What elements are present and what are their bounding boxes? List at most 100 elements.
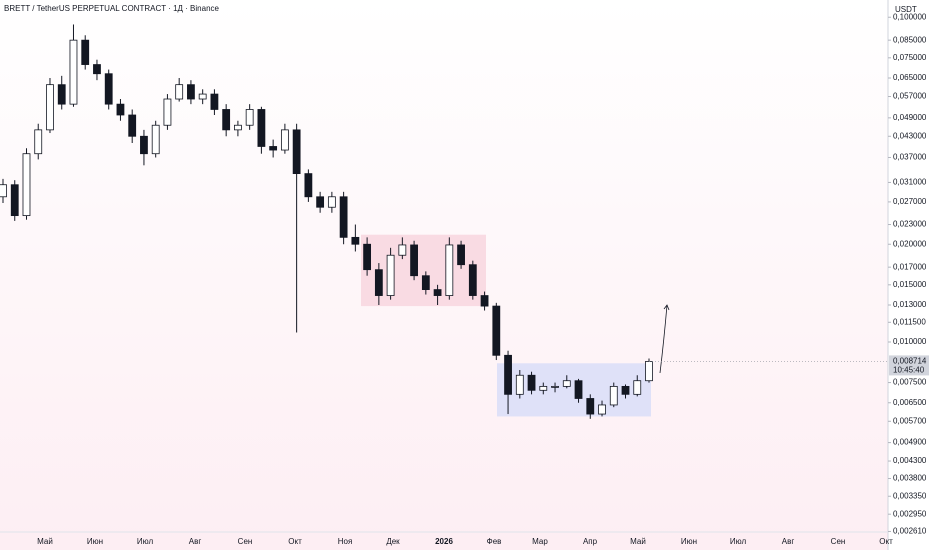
arrow	[659, 304, 668, 374]
candle-body	[93, 64, 101, 75]
candle-body	[69, 39, 78, 105]
x-tick-label: Авг	[782, 537, 795, 546]
candle-body	[351, 236, 360, 245]
x-tick-label: Дек	[386, 537, 400, 546]
y-tick-label: 0,020000	[893, 239, 927, 248]
arrow-head	[663, 304, 670, 311]
last-price-label: 0,008714	[893, 357, 927, 366]
candle-body	[527, 374, 536, 391]
candle-body	[421, 275, 430, 290]
y-tick-label: 0,043000	[893, 131, 927, 140]
candle-body	[245, 109, 254, 126]
x-tick-label: Сен	[831, 537, 846, 546]
candle-body	[210, 93, 219, 110]
candle-body	[468, 264, 477, 296]
y-tick-label: 0,023000	[893, 220, 927, 229]
y-tick-label: 0,010000	[893, 337, 927, 346]
candle-body	[374, 269, 383, 296]
x-tick-label: Авг	[189, 537, 202, 546]
x-tick-label: Май	[37, 537, 53, 546]
y-tick-label: 0,065000	[893, 73, 927, 82]
candle-body	[562, 380, 571, 387]
x-tick-label: Апр	[583, 537, 598, 546]
y-tick-label: 0,075000	[893, 53, 927, 62]
candle-body	[551, 385, 559, 388]
x-tick-label: Июл	[730, 537, 747, 546]
y-tick-label: 0,027000	[893, 197, 927, 206]
candle-body	[316, 196, 325, 208]
y-tick-label: 0,007500	[893, 378, 927, 387]
candle-body	[621, 385, 630, 395]
candle-body	[363, 243, 372, 271]
candle-body	[539, 385, 548, 391]
x-tick-label: 2026	[435, 537, 453, 546]
x-tick-label: Ноя	[338, 537, 353, 546]
candle-body	[386, 254, 395, 296]
candle-body	[163, 98, 172, 126]
candle-body	[10, 184, 19, 217]
candle-body	[292, 129, 301, 175]
candle-body	[457, 244, 465, 266]
candle-body	[598, 404, 606, 415]
candle-body	[128, 114, 137, 137]
candle-body	[116, 103, 125, 116]
candle-body	[151, 124, 160, 155]
candle-body	[34, 129, 43, 155]
candle-body	[504, 354, 512, 395]
y-tick-label: 0,100000	[893, 12, 927, 21]
y-tick-label: 0,003350	[893, 491, 927, 500]
x-tick-label: Окт	[879, 537, 893, 546]
y-tick-label: 0,057000	[893, 92, 927, 101]
x-tick-label: Окт	[288, 537, 302, 546]
x-tick-label: Фев	[487, 537, 502, 546]
y-unit: USDT	[895, 5, 917, 14]
last-price-box	[889, 355, 929, 376]
candle-body	[433, 289, 442, 296]
candle-body	[198, 93, 207, 100]
y-axis: 0,100000 0,085000 0,075000 0,065000 0,057000…	[888, 12, 927, 536]
countdown: 10:45:40	[893, 366, 925, 375]
candle-body	[339, 196, 348, 238]
y-tick-label: 0,011500	[893, 317, 926, 326]
y-tick-label: 0,003800	[893, 474, 927, 483]
candle-body	[515, 374, 524, 395]
candle-body	[257, 109, 266, 147]
y-tick-label: 0,037000	[893, 153, 927, 162]
y-tick-label: 0,013000	[893, 300, 927, 309]
candle-body	[269, 146, 278, 151]
candles	[0, 24, 653, 419]
candle-body	[187, 84, 195, 100]
candle-body	[492, 305, 501, 356]
candle-body	[633, 380, 642, 395]
y-tick-label: 0,002950	[893, 509, 927, 518]
candle-body	[645, 361, 653, 382]
y-tick-label: 0,085000	[893, 35, 927, 44]
price-axis-panel	[888, 0, 932, 550]
x-tick-label: Июн	[681, 537, 697, 546]
candle-body	[234, 124, 242, 131]
y-tick-label: 0,004300	[893, 456, 927, 465]
candle-body	[140, 135, 148, 155]
candle-body	[304, 173, 313, 198]
y-tick-label: 0,017000	[893, 262, 927, 271]
candle-body	[398, 244, 407, 256]
chart-title: BRETT / TetherUS PERPETUAL CONTRACT · 1Д…	[4, 4, 220, 13]
candle-body	[586, 398, 595, 415]
candle-body	[81, 39, 90, 65]
x-tick-label: Июн	[87, 537, 103, 546]
candle-body	[46, 84, 54, 131]
candle-body	[410, 244, 418, 277]
y-tick-label: 0,031000	[893, 178, 927, 187]
candle-body	[445, 244, 454, 296]
candle-body	[0, 184, 7, 198]
candle-body	[175, 84, 184, 100]
candle-body	[574, 380, 583, 399]
candle-body	[104, 73, 113, 105]
candle-body	[480, 295, 489, 307]
candle-body	[609, 385, 618, 406]
candle-body	[22, 153, 31, 217]
x-tick-label: Июл	[137, 537, 154, 546]
candle-body	[327, 196, 336, 208]
x-tick-label: Сен	[238, 537, 253, 546]
candle-body	[222, 109, 231, 131]
